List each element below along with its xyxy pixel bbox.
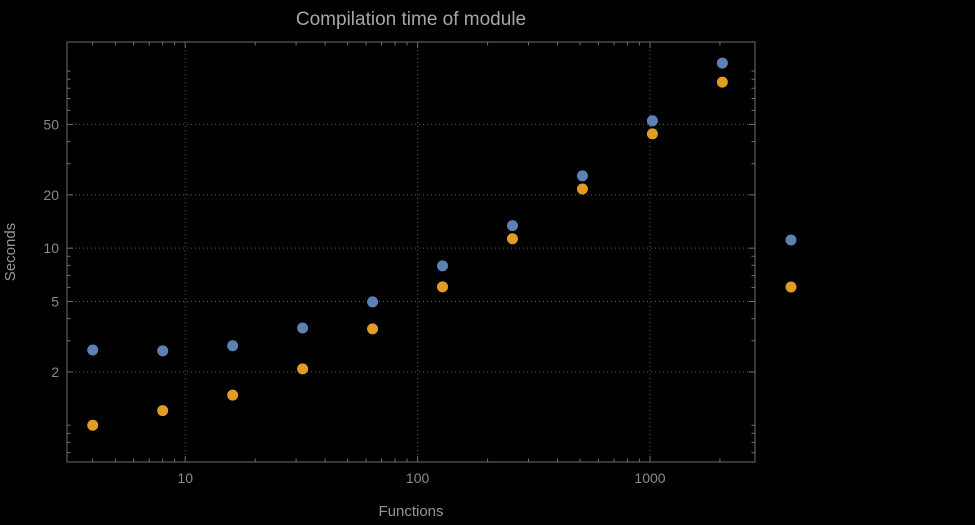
x-tick-label-100: 100 — [406, 470, 430, 486]
data-points — [87, 57, 728, 431]
point-series-1-x4 — [87, 344, 99, 356]
tick-labels: 10 100 1000 2 5 10 20 50 — [43, 116, 665, 486]
legend-marker-series-1 — [785, 234, 797, 246]
point-series-1-x512 — [576, 170, 588, 182]
point-series-2-x512 — [576, 183, 588, 195]
point-series-1-x1024 — [646, 115, 658, 127]
gridlines — [67, 42, 755, 462]
legend-marker-series-2 — [785, 281, 797, 293]
point-series-2-x256 — [506, 233, 518, 245]
point-series-1-x64 — [367, 296, 379, 308]
y-tick-label-50: 50 — [43, 116, 59, 132]
plot-frame — [66, 41, 756, 463]
point-series-2-x32 — [297, 363, 309, 375]
point-series-1-x16 — [227, 340, 239, 352]
point-series-2-x1024 — [646, 128, 658, 140]
point-series-2-x8 — [157, 405, 169, 417]
point-series-2-x128 — [437, 281, 449, 293]
point-series-2-x64 — [367, 323, 379, 335]
point-series-1-x8 — [157, 345, 169, 357]
x-axis-label: Functions — [378, 503, 443, 520]
point-series-2-x4 — [87, 419, 99, 431]
point-series-1-x32 — [297, 322, 309, 334]
point-series-1-x256 — [506, 220, 518, 232]
y-tick-label-5: 5 — [51, 293, 59, 309]
point-series-1-x128 — [437, 260, 449, 272]
legend-markers — [785, 234, 797, 293]
y-tick-label-2: 2 — [51, 364, 59, 380]
y-axis-label: Seconds — [2, 223, 19, 281]
point-series-1-x2048 — [716, 57, 728, 69]
y-tick-label-20: 20 — [43, 187, 59, 203]
x-tick-label-1000: 1000 — [634, 470, 665, 486]
axis-ticks — [67, 42, 755, 462]
chart-title: Compilation time of module — [296, 9, 526, 30]
x-tick-label-10: 10 — [177, 470, 193, 486]
point-series-2-x2048 — [716, 76, 728, 88]
point-series-2-x16 — [227, 389, 239, 401]
y-tick-label-10: 10 — [43, 240, 59, 256]
